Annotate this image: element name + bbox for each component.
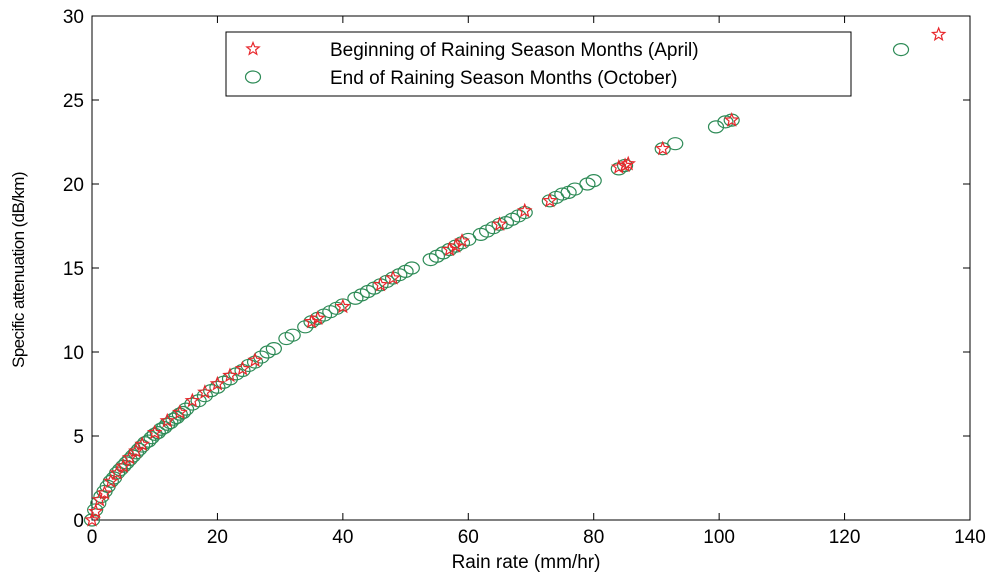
data-point-october — [234, 363, 251, 378]
data-point-october — [585, 174, 602, 188]
data-point-october — [246, 355, 264, 369]
data-point-april — [146, 424, 163, 440]
data-point-april — [109, 464, 125, 480]
data-point-april — [172, 404, 188, 420]
data-point-april — [310, 310, 326, 326]
data-point-april — [222, 367, 238, 383]
data-point-april — [115, 458, 132, 473]
data-point-october — [146, 427, 163, 441]
legend-label-april: Beginning of Raining Season Months (Apri… — [330, 40, 699, 61]
legend-circle-marker — [244, 70, 262, 84]
legend-box — [225, 31, 852, 97]
data-point-april — [103, 473, 119, 488]
y-tick-label: 15 — [63, 259, 84, 280]
data-point-october — [892, 42, 910, 57]
data-point-october — [127, 446, 144, 460]
data-point-april — [447, 238, 464, 253]
data-point-april — [441, 241, 458, 257]
legend-star-marker — [245, 40, 261, 56]
data-point-april — [209, 375, 226, 391]
data-point-april — [134, 436, 150, 452]
data-point-april — [121, 449, 138, 465]
data-point-october — [707, 120, 725, 134]
data-point-april — [930, 26, 947, 42]
y-axis-label: Specific attenuation (dB/km) — [9, 172, 28, 368]
data-point-october — [297, 320, 314, 334]
data-point-april — [84, 511, 100, 527]
data-point-april — [91, 491, 108, 507]
data-point-april — [454, 232, 470, 248]
data-point-april — [303, 313, 320, 329]
y-tick-label: 20 — [63, 175, 84, 196]
series-end-of-season-points — [83, 42, 910, 527]
data-point-april — [372, 276, 389, 292]
x-axis-label: Rain rate (mm/hr) — [452, 552, 601, 573]
data-point-april — [128, 442, 144, 458]
x-tick-label: 0 — [87, 527, 98, 548]
data-point-april — [723, 112, 740, 127]
data-point-april — [184, 392, 201, 408]
data-point-october — [121, 452, 138, 467]
data-point-october — [171, 407, 188, 421]
data-point-october — [87, 503, 104, 517]
data-point-october — [265, 342, 282, 356]
data-point-october — [196, 389, 213, 403]
data-point-april — [234, 360, 251, 376]
x-tick-label: 140 — [954, 527, 986, 548]
series-beginning-of-season-points — [84, 26, 947, 527]
x-tick-label: 20 — [207, 527, 228, 548]
data-point-october — [209, 380, 226, 394]
y-tick-label: 25 — [63, 91, 84, 112]
legend-circle-icon — [244, 70, 262, 84]
data-point-april — [88, 503, 104, 519]
data-point-october — [403, 261, 420, 275]
data-point-april — [247, 352, 263, 368]
legend: Beginning of Raining Season Months (Apri… — [225, 31, 852, 97]
y-tick-label: 5 — [73, 427, 84, 448]
x-tick-label: 40 — [332, 527, 353, 548]
x-tick-label: 60 — [458, 527, 479, 548]
x-tick-label: 120 — [829, 527, 861, 548]
data-point-october — [162, 415, 179, 430]
data-point-april — [197, 384, 213, 399]
data-point-april — [654, 140, 671, 156]
x-tick-label: 100 — [703, 527, 735, 548]
data-point-april — [516, 202, 533, 218]
data-point-october — [134, 439, 151, 453]
data-point-april — [159, 412, 176, 428]
data-point-october — [159, 417, 176, 431]
data-point-october — [284, 328, 301, 342]
legend-star-icon — [245, 40, 261, 56]
legend-label-october: End of Raining Season Months (October) — [330, 68, 677, 89]
data-point-april — [611, 159, 627, 174]
y-tick-label: 10 — [63, 343, 84, 364]
data-point-october — [667, 137, 684, 151]
y-tick-label: 30 — [63, 7, 84, 28]
tick-labels: 0 20 40 60 80 100 120 140 0 5 10 15 20 25 30 — [63, 7, 986, 548]
x-tick-label: 80 — [583, 527, 604, 548]
data-point-april — [542, 192, 558, 208]
data-point-october — [190, 394, 207, 408]
data-point-october — [221, 372, 239, 386]
data-point-october — [516, 205, 533, 220]
data-point-october — [165, 412, 182, 426]
data-point-october — [717, 115, 734, 129]
data-point-april — [96, 484, 113, 500]
data-point-april — [335, 298, 351, 314]
data-point-april — [620, 155, 636, 171]
y-tick-label: 0 — [73, 511, 84, 532]
data-point-april — [491, 216, 508, 231]
data-point-april — [385, 269, 401, 285]
